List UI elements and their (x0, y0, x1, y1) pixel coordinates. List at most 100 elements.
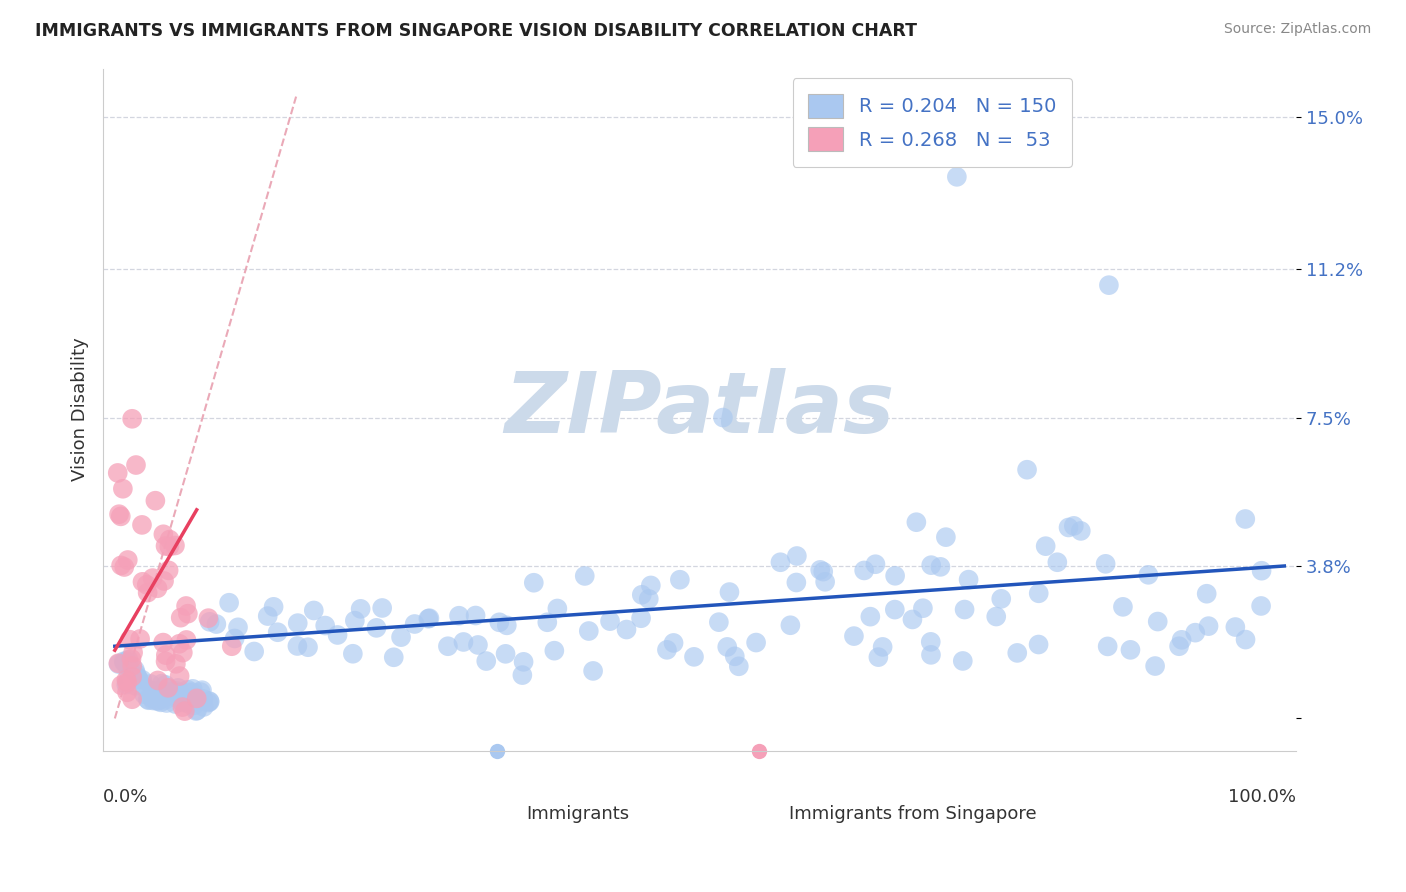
Point (711, 410, 734, 425)
Point (173, 690, 195, 705)
Point (314, 618, 336, 632)
Point (193, 700, 215, 714)
Point (1063, 519, 1085, 533)
Point (1097, 640, 1119, 654)
Point (124, 663, 146, 677)
Point (172, 691, 194, 706)
Point (115, 673, 138, 687)
Point (389, 630, 412, 644)
Point (152, 635, 174, 649)
Point (221, 639, 243, 653)
Point (1098, 278, 1121, 293)
Point (669, 573, 692, 587)
Point (724, 649, 747, 664)
Point (1168, 639, 1191, 653)
Point (1007, 646, 1029, 660)
Point (157, 540, 180, 554)
Text: Immigrants: Immigrants (527, 805, 630, 823)
Point (155, 654, 177, 668)
Point (986, 609, 1008, 624)
Point (683, 649, 706, 664)
Point (193, 692, 215, 706)
Point (512, 655, 534, 669)
Point (110, 678, 132, 692)
Point (146, 673, 169, 688)
Point (197, 611, 219, 625)
Point (115, 654, 138, 668)
Point (523, 575, 546, 590)
Point (155, 539, 177, 553)
Point (136, 692, 159, 706)
Point (125, 669, 148, 683)
Point (808, 563, 831, 577)
Point (578, 624, 600, 638)
Point (366, 621, 388, 635)
Point (198, 615, 221, 629)
Point (599, 614, 621, 628)
Point (990, 591, 1012, 606)
Point (853, 564, 876, 578)
Point (865, 558, 887, 572)
Point (813, 565, 835, 579)
Point (243, 644, 266, 658)
Point (107, 657, 129, 671)
Point (1094, 557, 1116, 571)
Point (129, 632, 152, 646)
Point (111, 482, 134, 496)
Point (546, 601, 568, 615)
Point (475, 654, 498, 668)
Point (582, 664, 605, 678)
Point (165, 684, 187, 698)
Point (176, 682, 198, 697)
Point (198, 694, 221, 708)
Point (1028, 586, 1050, 600)
Point (901, 612, 924, 626)
Point (371, 601, 394, 615)
Y-axis label: Vision Disability: Vision Disability (72, 338, 89, 482)
Point (121, 692, 143, 706)
Point (859, 609, 882, 624)
Point (183, 698, 205, 713)
Point (110, 509, 132, 524)
Point (637, 591, 659, 606)
Legend: R = 0.204   N = 150, R = 0.268   N =  53: R = 0.204 N = 150, R = 0.268 N = 53 (793, 78, 1071, 167)
Point (152, 690, 174, 705)
Point (287, 616, 309, 631)
Point (169, 669, 191, 683)
Point (952, 654, 974, 668)
Point (163, 539, 186, 553)
Point (186, 703, 208, 717)
Point (169, 686, 191, 700)
Point (1234, 512, 1257, 526)
Point (536, 615, 558, 630)
Point (142, 571, 165, 585)
Point (155, 678, 177, 692)
Point (267, 625, 290, 640)
Point (122, 646, 145, 660)
Point (121, 652, 143, 666)
Point (165, 657, 187, 671)
Point (884, 569, 907, 583)
Point (326, 628, 349, 642)
Point (150, 676, 173, 690)
Point (543, 643, 565, 657)
Point (495, 618, 517, 632)
Point (287, 639, 309, 653)
Point (121, 411, 143, 425)
Point (163, 690, 186, 704)
Text: Source: ZipAtlas.com: Source: ZipAtlas.com (1223, 22, 1371, 37)
Point (115, 685, 138, 699)
Point (145, 493, 167, 508)
Point (138, 693, 160, 707)
Point (655, 643, 678, 657)
Point (169, 637, 191, 651)
Point (121, 670, 143, 684)
Point (174, 599, 197, 613)
Point (142, 686, 165, 700)
Point (205, 617, 228, 632)
Point (785, 575, 807, 590)
Point (883, 602, 905, 616)
Point (467, 638, 489, 652)
Point (132, 687, 155, 701)
Point (167, 681, 190, 695)
